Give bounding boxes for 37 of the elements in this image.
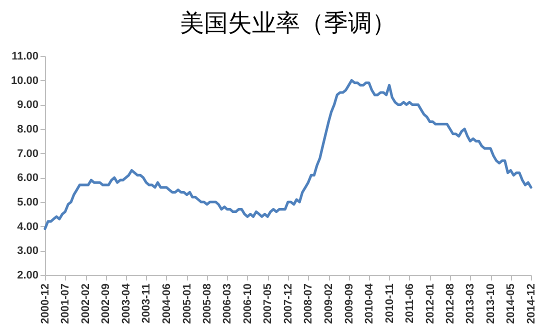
y-tick-label: 3.00 [17, 245, 38, 258]
x-tick-label: 2008-07 [302, 284, 315, 324]
y-tick-label: 5.00 [17, 196, 38, 208]
x-tick-label: 2009-02 [323, 284, 336, 324]
y-tick-label: 2.00 [17, 270, 38, 282]
y-tick-label: 6.00 [17, 172, 38, 184]
x-tick-label: 2002-02 [80, 284, 92, 324]
y-tick-label: 11.00 [12, 50, 38, 62]
x-tick-label: 2013-03 [464, 284, 477, 324]
x-tick-label: 2014-05 [505, 284, 518, 324]
line-series [44, 79, 532, 230]
x-tick-label: 2012-01 [424, 284, 436, 324]
x-tick-label: 2006-03 [222, 284, 234, 324]
x-tick-label: 2003-04 [120, 282, 132, 324]
y-tick-label: 10.00 [10, 74, 38, 87]
x-tick-label: 2005-01 [181, 284, 194, 324]
x-tick-label: 2002-09 [100, 284, 112, 324]
x-tick-label: 2014-12 [526, 284, 538, 324]
x-tick-label: 2010-04 [363, 282, 376, 324]
x-tick-label: 2009-09 [343, 284, 356, 324]
y-tick-label: 7.00 [17, 148, 38, 160]
x-tick-label: 2007-12 [282, 284, 294, 324]
y-tick-label: 9.00 [17, 99, 38, 112]
x-tick-label: 2010-11 [384, 284, 396, 324]
x-tick-label: 2000-12 [40, 284, 52, 324]
y-tick-label: 8.00 [17, 124, 38, 136]
x-tick-label: 2005-08 [201, 284, 214, 324]
y-tick-label: 4.00 [17, 220, 38, 233]
x-tick-label: 2007-05 [262, 284, 274, 324]
x-tick-label: 2001-07 [60, 284, 72, 324]
x-tick-label: 2006-10 [242, 284, 254, 324]
x-tick-label: 2013-10 [485, 284, 498, 324]
x-tick-label: 2011-06 [404, 284, 416, 324]
chart-title: 美国失业率（季调） [180, 10, 396, 37]
x-tick-label: 2003-11 [140, 284, 153, 324]
x-tick-label: 2012-08 [444, 284, 457, 324]
x-tick-label: 2004-06 [160, 284, 173, 324]
